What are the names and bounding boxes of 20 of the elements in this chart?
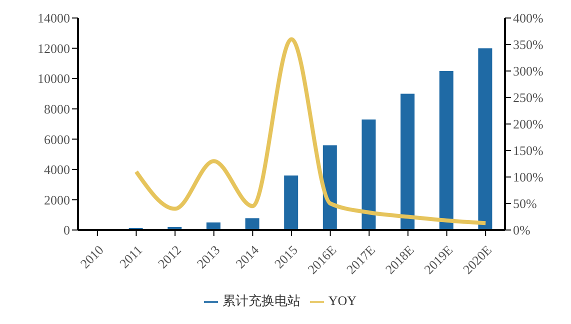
y-tick-label: 14000 <box>38 10 70 26</box>
y2-tick-label: 200% <box>513 116 544 132</box>
legend-label: 累计充换电站 <box>222 293 300 308</box>
legend-label: YOY <box>328 293 357 308</box>
y2-tick-label: 100% <box>513 170 544 185</box>
y-tick-label: 0 <box>64 222 70 238</box>
y-tick-label: 6000 <box>44 132 70 147</box>
y2-tick-label: 0% <box>513 222 530 238</box>
y2-tick-label: 250% <box>513 90 544 106</box>
y-tick-label: 4000 <box>44 162 70 178</box>
y2-tick-label: 150% <box>513 143 544 158</box>
y2-tick-label: 300% <box>513 64 544 79</box>
x-tick-label: 2011 <box>116 242 146 271</box>
y2-tick-label: 350% <box>513 37 544 52</box>
y2-tick-label: 400% <box>513 10 544 26</box>
y-tick-label: 10000 <box>38 71 70 86</box>
y2-tick-label: 50% <box>513 196 537 212</box>
y-tick-label: 2000 <box>44 192 70 208</box>
y-tick-label: 8000 <box>44 101 70 116</box>
y-tick-label: 12000 <box>38 40 70 56</box>
